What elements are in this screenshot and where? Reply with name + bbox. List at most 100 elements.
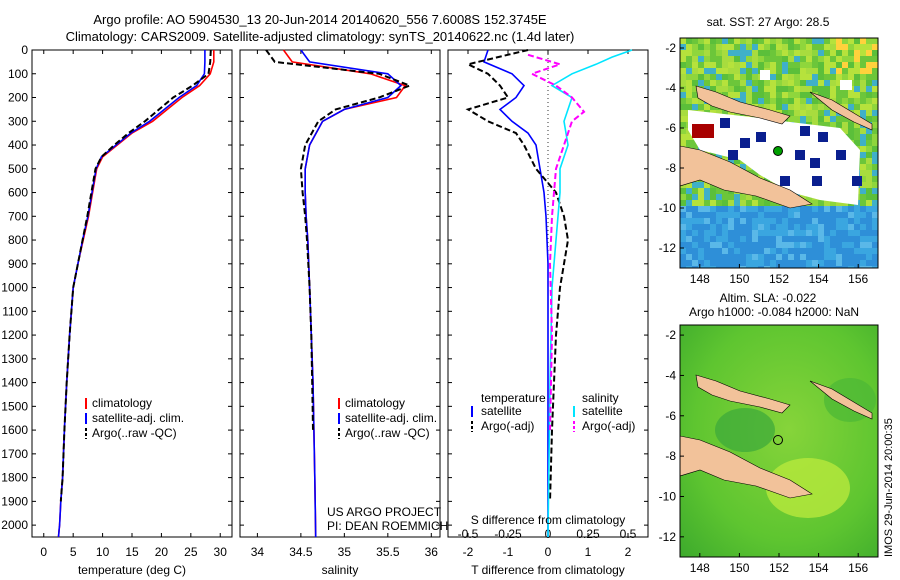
sst-cell xyxy=(848,206,854,212)
sst-map-axes: 148 150 152 154 156 -2 -4 -6 -8 -10 -12 xyxy=(659,41,869,286)
sst-cell xyxy=(812,200,818,206)
sst-cell xyxy=(794,38,800,44)
sst-cell xyxy=(788,254,794,260)
sst-cell xyxy=(872,104,878,110)
sst-cell xyxy=(866,230,872,236)
sst-cell xyxy=(782,110,788,116)
x-tick-label: -1 xyxy=(503,545,514,559)
sst-cell xyxy=(740,260,746,266)
sst-cell xyxy=(752,170,758,176)
sst-cell xyxy=(824,122,830,128)
sst-cell xyxy=(776,242,782,248)
sst-cell xyxy=(812,56,818,62)
sst-cell xyxy=(872,230,878,236)
sst-cell xyxy=(800,86,806,92)
x-tick-label: 35.5 xyxy=(376,545,400,559)
sst-cell xyxy=(758,242,764,248)
sst-cell xyxy=(866,266,872,268)
panel-x-axes: 0 5 10 15 20 25 30 34 34.5 35 35.5 36 -2 -1 0 1 2 -0.5 -0.… xyxy=(40,50,637,559)
sst-cell xyxy=(704,68,710,74)
sst-cell xyxy=(812,74,818,80)
sst-cell xyxy=(842,122,848,128)
sst-cell xyxy=(728,92,734,98)
sst-cell xyxy=(746,230,752,236)
sst-cell xyxy=(854,266,860,268)
sst-cell xyxy=(692,242,698,248)
sst-cell xyxy=(824,110,830,116)
sst-cell xyxy=(824,212,830,218)
sst-cell xyxy=(716,152,722,158)
sst-cell xyxy=(770,248,776,254)
sst-cell xyxy=(680,266,686,268)
sst-cell xyxy=(854,86,860,92)
sst-cell xyxy=(758,56,764,62)
sst-cell xyxy=(806,68,812,74)
sst-cell xyxy=(716,260,722,266)
temperature-panel-frame xyxy=(31,49,233,538)
sst-missing-patch xyxy=(760,70,770,80)
sst-cell xyxy=(824,260,830,266)
sst-cell xyxy=(776,50,782,56)
sst-cell xyxy=(812,242,818,248)
sst-cell xyxy=(806,116,812,122)
sst-cell xyxy=(764,266,770,268)
sst-cell xyxy=(824,236,830,242)
sst-cell xyxy=(710,188,716,194)
sst-cell xyxy=(848,212,854,218)
sst-cell xyxy=(872,86,878,92)
sst-cell xyxy=(728,200,734,206)
sst-cell xyxy=(740,38,746,44)
sst-cell xyxy=(788,116,794,122)
sst-cell xyxy=(680,248,686,254)
sst-cell xyxy=(722,56,728,62)
sst-cell xyxy=(698,260,704,266)
sst-cell xyxy=(704,236,710,242)
sst-cell xyxy=(812,206,818,212)
sst-cell xyxy=(788,56,794,62)
x-tick-label: 34 xyxy=(251,545,265,559)
sst-cell xyxy=(866,170,872,176)
sst-cell xyxy=(860,242,866,248)
sst-cell xyxy=(698,98,704,104)
sst-cell xyxy=(740,242,746,248)
sst-cell xyxy=(758,230,764,236)
sst-cell xyxy=(734,50,740,56)
sst-cell xyxy=(740,74,746,80)
sst-cell xyxy=(788,38,794,44)
x-tick-label: -2 xyxy=(463,545,474,559)
sst-cell xyxy=(842,254,848,260)
x-tick-label: 5 xyxy=(70,545,77,559)
sst-cell xyxy=(752,260,758,266)
depth-tick-label: 1000 xyxy=(1,281,28,295)
sst-cell xyxy=(776,212,782,218)
sst-cell xyxy=(728,212,734,218)
sst-cell xyxy=(872,170,878,176)
sst-cell xyxy=(716,200,722,206)
sst-cell xyxy=(686,200,692,206)
depth-tick-label: 400 xyxy=(8,138,28,152)
sst-cell xyxy=(800,248,806,254)
sst-cell xyxy=(836,74,842,80)
sla-high-anomaly xyxy=(766,458,850,518)
sst-cell xyxy=(782,206,788,212)
sst-cell xyxy=(746,242,752,248)
sst-cell xyxy=(680,140,686,146)
sst-cell xyxy=(698,206,704,212)
sst-cell xyxy=(728,44,734,50)
sst-cell xyxy=(704,80,710,86)
sst-cell xyxy=(860,170,866,176)
sst-cell xyxy=(716,254,722,260)
sst-cell xyxy=(854,50,860,56)
sst-cell xyxy=(722,110,728,116)
sst-cell xyxy=(872,224,878,230)
sst-cell xyxy=(830,56,836,62)
sst-cell xyxy=(854,260,860,266)
sst-cell xyxy=(872,134,878,140)
sst-cell xyxy=(734,62,740,68)
legend-label-s-argo: Argo(-adj) xyxy=(582,419,635,433)
sst-cell xyxy=(734,68,740,74)
sst-cell xyxy=(824,80,830,86)
sst-cell xyxy=(812,50,818,56)
sst-cell xyxy=(794,224,800,230)
sst-cell xyxy=(866,242,872,248)
